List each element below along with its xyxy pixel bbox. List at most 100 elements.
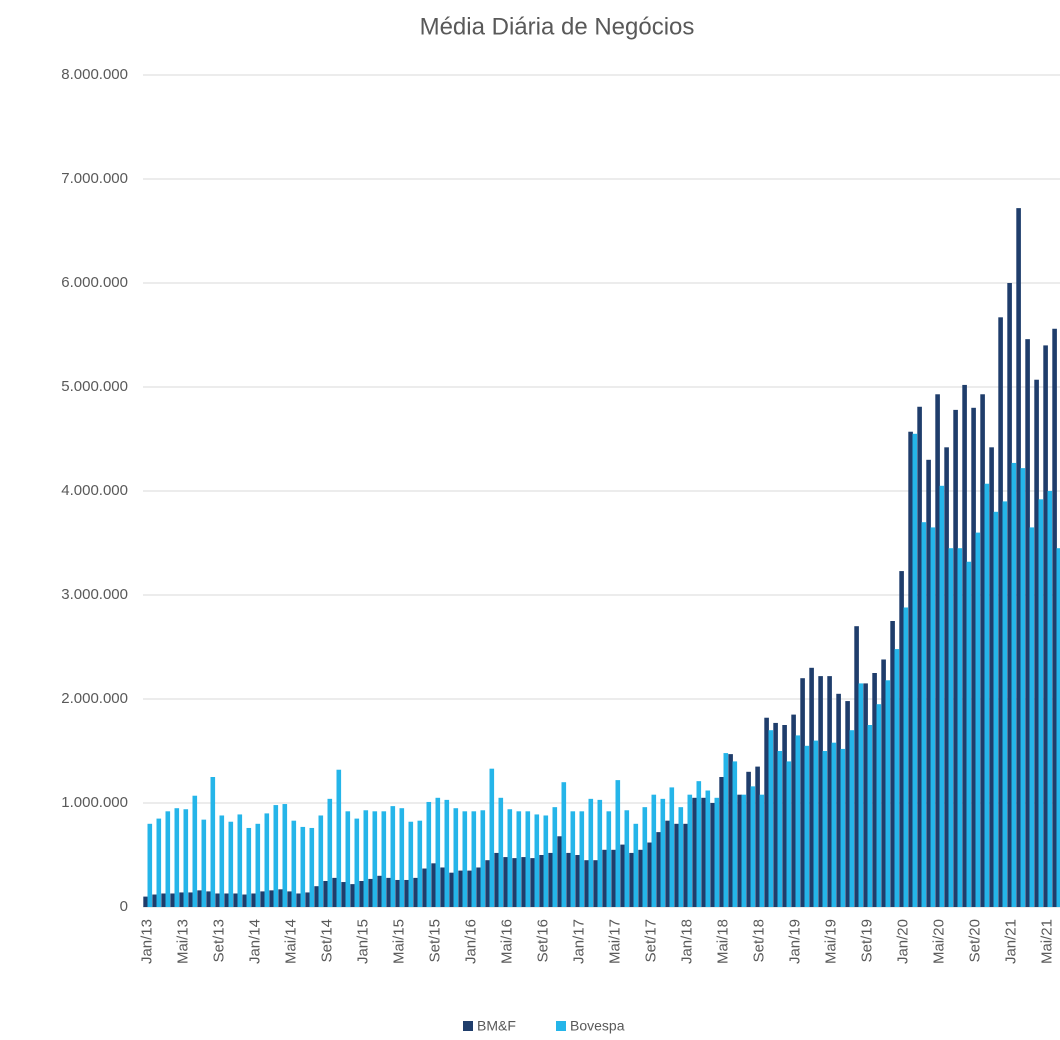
bar bbox=[827, 676, 832, 907]
bar bbox=[633, 823, 639, 907]
bar bbox=[984, 483, 990, 907]
bar bbox=[750, 786, 756, 907]
bar bbox=[435, 797, 441, 907]
bar bbox=[237, 814, 243, 907]
bar bbox=[1034, 379, 1039, 908]
bar bbox=[287, 891, 292, 907]
bar bbox=[993, 511, 999, 907]
y-tick-label: 5.000.000 bbox=[61, 378, 128, 395]
x-tick-label: Jan/18 bbox=[678, 919, 695, 964]
bar bbox=[386, 877, 391, 907]
bar bbox=[269, 890, 274, 907]
bar bbox=[1007, 283, 1012, 907]
bar bbox=[233, 893, 238, 907]
bar bbox=[183, 809, 189, 907]
bar bbox=[453, 808, 459, 907]
bar bbox=[813, 740, 819, 907]
bar bbox=[566, 852, 571, 907]
bar bbox=[674, 823, 679, 907]
legend-label: BM&F bbox=[477, 1018, 516, 1034]
bar bbox=[246, 827, 252, 907]
bar bbox=[678, 807, 684, 907]
bar bbox=[444, 799, 450, 907]
bar bbox=[917, 406, 922, 907]
bar bbox=[894, 649, 900, 907]
bar bbox=[431, 863, 436, 907]
bar bbox=[341, 882, 346, 907]
bar bbox=[764, 717, 769, 907]
bar bbox=[804, 745, 810, 907]
bar bbox=[971, 407, 976, 907]
x-tick-label: Jan/21 bbox=[1002, 919, 1019, 964]
x-tick-label: Set/14 bbox=[318, 919, 335, 962]
bar bbox=[377, 875, 382, 907]
bar bbox=[746, 771, 751, 907]
bar bbox=[872, 673, 877, 907]
bar bbox=[417, 820, 423, 907]
bar bbox=[215, 893, 220, 907]
bar bbox=[516, 811, 522, 907]
bar bbox=[300, 826, 306, 907]
bar bbox=[192, 795, 198, 907]
bar bbox=[323, 881, 328, 907]
bar bbox=[512, 858, 517, 907]
bar bbox=[584, 860, 589, 907]
bar bbox=[881, 659, 886, 907]
bar bbox=[705, 790, 711, 907]
x-tick-label: Jan/13 bbox=[138, 919, 155, 964]
bar bbox=[809, 667, 814, 907]
bar bbox=[363, 810, 369, 907]
bar bbox=[975, 532, 981, 907]
bar bbox=[350, 884, 355, 907]
bar bbox=[606, 811, 612, 907]
bar bbox=[737, 794, 742, 907]
bar bbox=[701, 797, 706, 907]
bar bbox=[561, 782, 567, 907]
bar bbox=[278, 889, 283, 907]
bar bbox=[273, 805, 279, 907]
bar bbox=[723, 753, 729, 907]
bar bbox=[489, 768, 495, 907]
bar bbox=[926, 459, 931, 907]
x-tick-label: Set/20 bbox=[966, 919, 983, 962]
bar bbox=[372, 811, 378, 907]
bar bbox=[282, 804, 288, 907]
bar bbox=[381, 811, 387, 907]
bar bbox=[494, 852, 499, 907]
bar bbox=[588, 798, 594, 907]
bar bbox=[998, 317, 1003, 907]
bar bbox=[777, 751, 783, 907]
bar bbox=[638, 849, 643, 907]
bar bbox=[962, 384, 967, 907]
bar bbox=[206, 891, 211, 907]
bar bbox=[471, 811, 477, 907]
bar bbox=[291, 820, 297, 907]
bar bbox=[255, 823, 261, 907]
bar bbox=[989, 447, 994, 907]
bar bbox=[449, 872, 454, 907]
bar bbox=[440, 867, 445, 907]
bar bbox=[818, 676, 823, 907]
bar bbox=[696, 781, 702, 907]
bar bbox=[174, 808, 180, 907]
bar bbox=[624, 810, 630, 907]
bar bbox=[336, 769, 342, 907]
bar bbox=[822, 751, 828, 907]
bar bbox=[755, 766, 760, 907]
bar bbox=[651, 794, 657, 907]
x-tick-label: Set/18 bbox=[750, 919, 767, 962]
y-tick-label: 1.000.000 bbox=[61, 794, 128, 811]
bar bbox=[503, 857, 508, 907]
bar bbox=[165, 811, 171, 907]
bar bbox=[863, 683, 868, 907]
x-tick-label: Mai/16 bbox=[498, 919, 515, 964]
bar bbox=[786, 761, 792, 907]
bar bbox=[773, 722, 778, 907]
bar bbox=[647, 842, 652, 907]
x-tick-label: Mai/21 bbox=[1038, 919, 1055, 964]
bar bbox=[629, 852, 634, 907]
bar bbox=[210, 777, 216, 907]
bar bbox=[620, 844, 625, 907]
x-tick-label: Set/15 bbox=[426, 919, 443, 962]
bar bbox=[147, 823, 153, 907]
